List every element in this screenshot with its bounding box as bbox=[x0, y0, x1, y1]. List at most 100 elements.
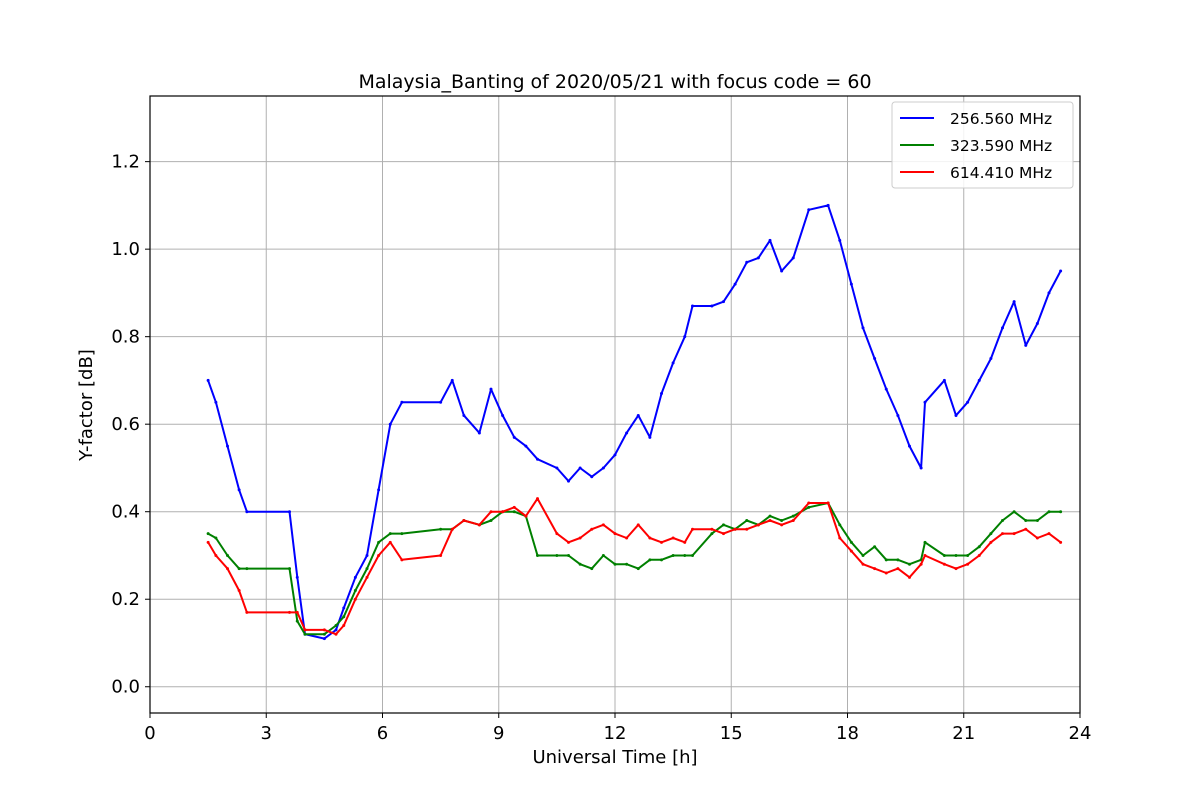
data-point bbox=[613, 562, 617, 566]
data-point bbox=[722, 300, 725, 304]
data-point bbox=[388, 532, 392, 536]
data-point bbox=[873, 357, 877, 361]
data-point bbox=[1035, 322, 1039, 326]
y-tick-label: 0.0 bbox=[111, 677, 140, 698]
data-point bbox=[660, 392, 663, 396]
data-point bbox=[536, 553, 539, 557]
data-point bbox=[636, 523, 640, 527]
data-point bbox=[400, 558, 404, 562]
x-axis-label: Universal Time [h] bbox=[532, 747, 697, 768]
data-point bbox=[989, 357, 993, 361]
data-point bbox=[919, 466, 923, 470]
y-axis: 0.0 0.2 0.4 0.6 0.8 1.0 1.2 bbox=[111, 152, 150, 698]
data-point bbox=[590, 527, 594, 531]
data-point bbox=[1001, 518, 1004, 522]
data-point bbox=[288, 567, 291, 571]
data-point bbox=[536, 457, 539, 461]
data-point bbox=[636, 567, 640, 571]
data-point bbox=[977, 378, 981, 382]
series-line-1 bbox=[207, 502, 1061, 636]
data-point bbox=[710, 527, 714, 531]
data-point bbox=[477, 523, 481, 527]
data-point bbox=[733, 282, 737, 286]
data-point bbox=[908, 444, 911, 448]
data-point bbox=[590, 475, 594, 479]
x-tick-label: 6 bbox=[377, 723, 388, 744]
data-point bbox=[214, 536, 218, 540]
data-point bbox=[226, 553, 229, 557]
y-tick-label: 0.8 bbox=[111, 327, 140, 348]
data-point bbox=[908, 562, 911, 566]
data-point bbox=[613, 453, 617, 457]
data-point bbox=[884, 558, 888, 562]
data-point bbox=[1035, 536, 1039, 540]
data-point bbox=[671, 361, 675, 365]
data-point bbox=[439, 553, 443, 557]
data-point bbox=[691, 527, 694, 531]
data-point bbox=[1059, 269, 1063, 273]
data-point bbox=[206, 378, 210, 382]
data-point bbox=[601, 553, 605, 557]
data-point bbox=[954, 553, 958, 557]
x-tick-label: 24 bbox=[1069, 723, 1092, 744]
x-tick-label: 21 bbox=[952, 723, 975, 744]
data-point bbox=[989, 532, 993, 536]
data-point bbox=[288, 510, 291, 514]
data-point bbox=[896, 567, 900, 571]
data-point bbox=[1012, 532, 1016, 536]
data-point bbox=[400, 532, 404, 536]
data-point bbox=[377, 540, 381, 544]
data-point bbox=[791, 256, 795, 260]
data-point bbox=[908, 575, 911, 579]
data-point bbox=[462, 413, 466, 417]
data-point bbox=[791, 518, 795, 522]
data-point bbox=[768, 238, 772, 242]
data-point bbox=[838, 536, 842, 540]
data-point bbox=[884, 571, 888, 575]
data-point bbox=[768, 518, 772, 522]
data-point bbox=[625, 431, 629, 435]
data-point bbox=[295, 575, 299, 579]
data-point bbox=[923, 540, 927, 544]
y-tick-label: 1.0 bbox=[111, 239, 140, 260]
data-point bbox=[578, 562, 582, 566]
data-point bbox=[555, 553, 559, 557]
legend-label-323: 323.590 MHz bbox=[950, 137, 1052, 155]
data-point bbox=[849, 549, 853, 553]
data-point bbox=[365, 575, 369, 579]
x-tick-label: 15 bbox=[720, 723, 743, 744]
series-line-2 bbox=[207, 497, 1062, 636]
data-point bbox=[288, 610, 291, 614]
x-axis: 0 3 6 9 12 15 18 21 24 bbox=[144, 713, 1091, 744]
data-point bbox=[245, 610, 249, 614]
data-point bbox=[942, 553, 946, 557]
y-tick-label: 1.2 bbox=[111, 152, 140, 173]
data-point bbox=[919, 562, 923, 566]
data-point bbox=[733, 527, 737, 531]
data-point bbox=[861, 553, 865, 557]
data-point bbox=[745, 518, 749, 522]
data-point bbox=[206, 532, 210, 536]
chart-title: Malaysia_Banting of 2020/05/21 with focu… bbox=[358, 71, 871, 93]
data-point bbox=[710, 304, 714, 308]
data-point bbox=[849, 282, 853, 286]
data-point bbox=[388, 540, 392, 544]
data-point bbox=[322, 628, 326, 632]
data-point bbox=[660, 558, 663, 562]
data-point bbox=[977, 553, 981, 557]
data-point bbox=[439, 400, 443, 404]
data-point bbox=[989, 540, 993, 544]
data-point bbox=[923, 553, 927, 557]
data-point bbox=[214, 400, 218, 404]
data-point bbox=[1047, 510, 1051, 514]
data-point bbox=[1024, 527, 1028, 531]
data-point bbox=[439, 527, 443, 531]
data-point bbox=[648, 536, 652, 540]
data-point bbox=[226, 567, 229, 571]
data-point bbox=[322, 637, 326, 641]
data-point bbox=[567, 479, 570, 483]
data-point bbox=[365, 553, 369, 557]
y-tick-label: 0.4 bbox=[111, 502, 140, 523]
data-point bbox=[567, 540, 570, 544]
data-point bbox=[896, 558, 900, 562]
